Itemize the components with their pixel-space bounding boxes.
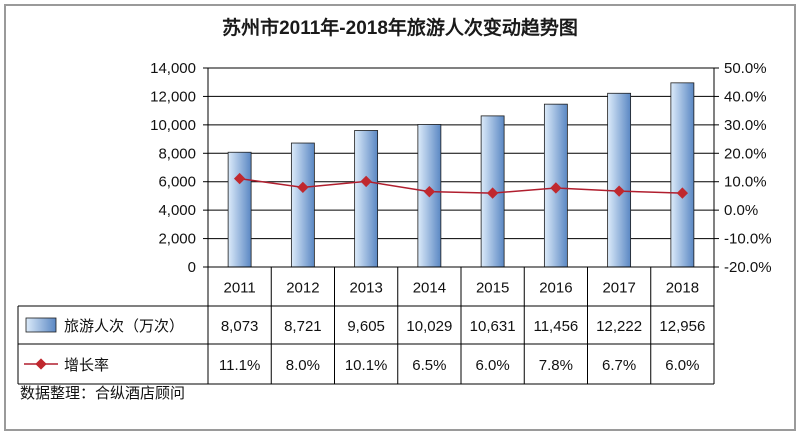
grid-lines	[208, 67, 714, 240]
data-table: 2011 2012 2013 2014 2015 2016 2017 2018 旅游人次（万次）…	[17, 266, 714, 385]
y-left-tick-label: 4,000	[158, 202, 196, 219]
category-label: 2016	[539, 280, 572, 297]
line-point	[360, 175, 372, 188]
growth-value-cell: 6.7%	[602, 357, 636, 374]
line-point	[613, 185, 625, 197]
y-left-tick-label: 0	[188, 259, 196, 276]
y-left-tick-label: 10,000	[150, 117, 196, 134]
category-label: 2017	[602, 280, 635, 297]
legend-bar-label: 旅游人次（万次）	[64, 318, 184, 335]
legend-line-label: 增长率	[64, 357, 109, 374]
y-right-tick-label: 10.0%	[724, 174, 767, 191]
growth-value-cell: 6.0%	[476, 357, 510, 374]
growth-value-cell: 7.8%	[539, 357, 573, 374]
y-right-tick-label: 30.0%	[724, 117, 767, 134]
bar-value-cell: 8,073	[221, 318, 259, 335]
growth-value-cell: 6.5%	[412, 357, 446, 374]
bar-value-cell: 10,631	[470, 318, 516, 335]
growth-value-cell: 11.1%	[219, 357, 260, 374]
y-right-tick-label: 0.0%	[724, 202, 758, 219]
line-point	[486, 187, 499, 199]
growth-value-cell: 8.0%	[286, 357, 320, 374]
y-right-tick-label: 40.0%	[724, 88, 767, 105]
bar-value-cell: 12,222	[596, 318, 642, 335]
line-series	[233, 172, 689, 199]
y-right-tick-label: -10.0%	[724, 231, 772, 248]
growth-value-cell: 10.1%	[345, 357, 388, 374]
category-label: 2015	[476, 280, 509, 297]
category-label: 2013	[349, 280, 382, 297]
y-left-tick-label: 6,000	[158, 174, 196, 191]
bar	[670, 82, 695, 268]
y-right-tick-label: 50.0%	[724, 60, 767, 77]
bar-value-cell: 8,721	[284, 318, 322, 335]
bar	[607, 92, 632, 268]
y-left-tick-label: 14,000	[150, 60, 196, 77]
legend-bar-swatch	[25, 317, 57, 333]
chart-title: 苏州市2011年-2018年旅游人次变动趋势图	[222, 16, 578, 39]
growth-line	[239, 177, 683, 194]
bar-value-cell: 11,456	[533, 318, 578, 335]
source-note: 数据整理：合纵酒店顾问	[20, 385, 185, 402]
line-point	[297, 181, 309, 194]
category-label: 2018	[666, 280, 699, 297]
y-right-tick-label: -20.0%	[724, 259, 772, 276]
growth-value-cell: 6.0%	[665, 357, 699, 374]
legend-line-marker	[35, 358, 47, 370]
chart-frame	[4, 4, 796, 431]
line-point	[423, 186, 436, 198]
category-label: 2011	[223, 280, 255, 297]
line-point	[676, 187, 689, 199]
axes: 0 2,000 4,000 6,000 8,000 10,000 12,000 14,000 -…	[150, 60, 772, 384]
y-right-tick-label: 20.0%	[724, 145, 767, 162]
line-point	[550, 182, 562, 194]
bar-series	[227, 82, 695, 268]
bar-value-cell: 10,029	[406, 318, 452, 335]
bar-value-cell: 12,956	[659, 318, 705, 335]
bar	[354, 130, 379, 268]
category-label: 2014	[413, 280, 446, 297]
bar	[290, 142, 315, 268]
bar-value-cell: 9,605	[347, 318, 385, 335]
category-label: 2012	[286, 280, 319, 297]
y-left-tick-label: 8,000	[158, 145, 196, 162]
bar	[227, 151, 252, 268]
y-left-tick-label: 12,000	[150, 88, 196, 105]
y-left-tick-label: 2,000	[158, 231, 196, 248]
line-point	[233, 172, 246, 185]
